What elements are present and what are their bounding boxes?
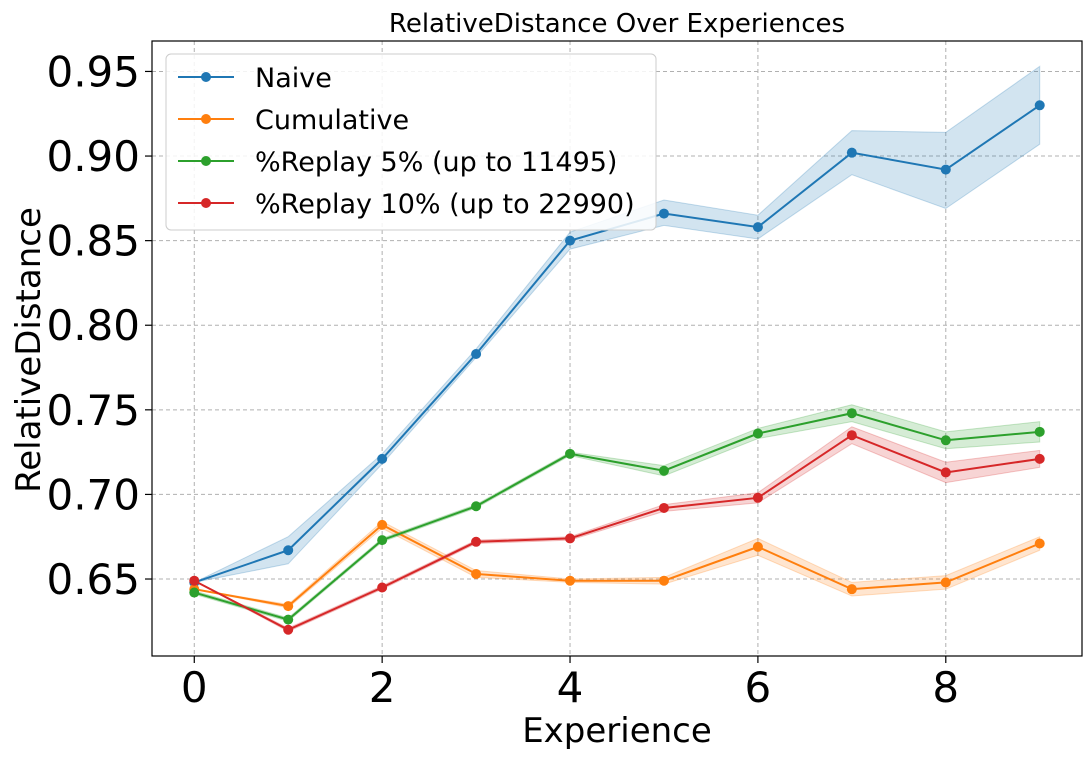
data-point (658, 502, 669, 513)
y-tick-label: 0.80 (46, 301, 140, 350)
data-point (283, 545, 294, 556)
data-point (1034, 100, 1045, 111)
series-line (193, 412, 1040, 621)
legend-label: Naive (255, 63, 332, 94)
data-point (377, 582, 388, 593)
data-point (752, 492, 763, 503)
data-point (377, 519, 388, 530)
chart-title: RelativeDistance Over Experiences (389, 9, 845, 39)
data-point (846, 147, 857, 158)
confidence-band (193, 404, 1041, 622)
data-point (565, 533, 576, 544)
data-point (940, 164, 951, 175)
data-point (283, 614, 294, 625)
y-axis-label: RelativeDistance (9, 207, 49, 493)
data-point (940, 577, 951, 588)
data-point (565, 448, 576, 459)
data-point (471, 501, 482, 512)
data-point (752, 541, 763, 552)
data-point (189, 587, 200, 598)
y-tick-label: 0.95 (46, 47, 140, 96)
y-tick-label: 0.90 (46, 132, 140, 181)
data-point (658, 208, 669, 219)
legend: Naive Cumulative %Replay 5% (up to 11495)%… (165, 53, 657, 231)
legend-label: %Replay 5% (up to 11495) (255, 147, 617, 178)
data-point (846, 584, 857, 595)
data-point (377, 453, 388, 464)
data-point (752, 222, 763, 233)
data-point (1034, 538, 1045, 549)
y-tick-label: 0.75 (46, 386, 140, 435)
legend-swatch-marker (201, 114, 211, 124)
data-point (1034, 453, 1045, 464)
series-line (193, 434, 1040, 631)
legend-swatch-marker (201, 156, 211, 166)
y-tick-label: 0.85 (46, 217, 140, 266)
data-point (658, 575, 669, 586)
x-tick-label: 0 (181, 663, 208, 712)
series-lines (189, 100, 1045, 635)
data-point (752, 428, 763, 439)
data-point (283, 601, 294, 612)
data-point (846, 408, 857, 419)
y-tick-label: 0.65 (46, 555, 140, 604)
x-tick-label: 6 (745, 663, 772, 712)
data-point (565, 235, 576, 246)
legend-box (165, 53, 657, 231)
data-point (471, 536, 482, 547)
data-point (283, 624, 294, 635)
x-tick-label: 2 (369, 663, 396, 712)
data-point (471, 568, 482, 579)
plot-area-frame (151, 40, 1083, 657)
x-tick-label: 4 (557, 663, 584, 712)
data-point (846, 430, 857, 441)
data-point (189, 575, 200, 586)
data-point (377, 535, 388, 546)
legend-label: %Replay 10% (up to 22990) (255, 189, 635, 220)
confidence-band (194, 520, 1041, 609)
y-tick-label: 0.70 (46, 470, 140, 519)
data-point (658, 465, 669, 476)
data-point (565, 575, 576, 586)
legend-swatch-marker (201, 198, 211, 208)
axis-ticks: 0 2 4 6 8 0.65 0.70 0.75 0.80 0.85 0.90 0.95 (46, 47, 959, 712)
x-axis-label: Experience (522, 711, 712, 751)
series-line (194, 523, 1041, 608)
data-point (471, 348, 482, 359)
legend-swatch-marker (201, 72, 211, 82)
data-point (940, 467, 951, 478)
legend-label: Cumulative (255, 105, 409, 136)
x-tick-label: 8 (932, 663, 959, 712)
data-point (1034, 426, 1045, 437)
data-point (940, 435, 951, 446)
